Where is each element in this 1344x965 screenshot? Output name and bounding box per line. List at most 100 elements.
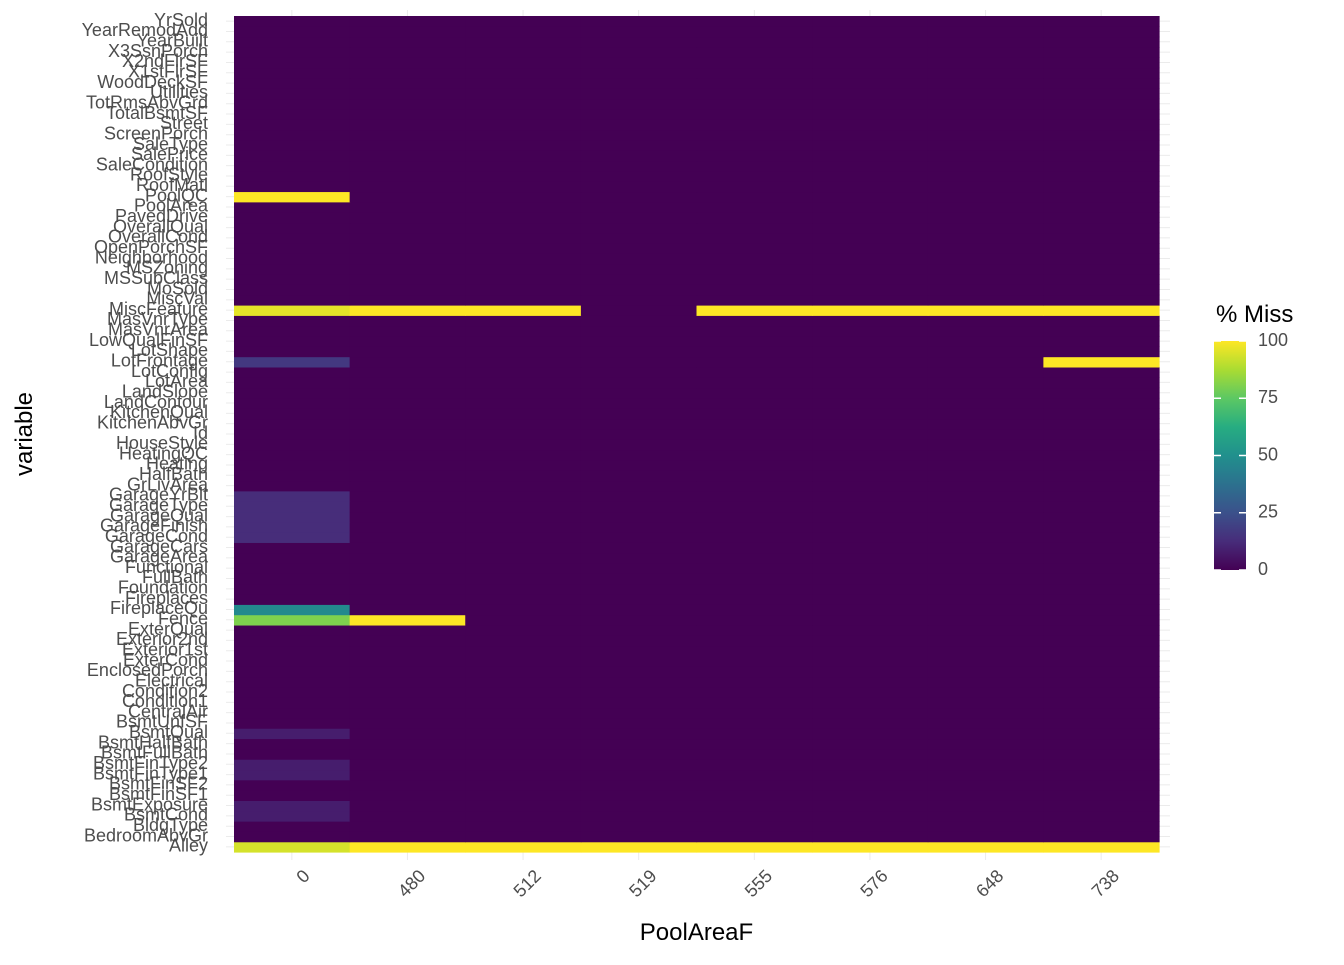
heatmap-cell: [696, 243, 813, 254]
y-tick-label: PavedDrive: [115, 206, 208, 226]
heatmap-cell: [234, 521, 351, 533]
heatmap-cell: [812, 810, 929, 822]
heatmap-cell: [465, 253, 582, 265]
y-tick-label: BsmtCond: [124, 805, 208, 825]
heatmap-cell: [696, 583, 813, 595]
heatmap-cell: [465, 335, 582, 347]
heatmap-cell: [465, 304, 582, 316]
heatmap-cell: [349, 150, 466, 162]
heatmap-cell: [1043, 139, 1160, 151]
heatmap-cell: [465, 728, 582, 740]
heatmap-cell: [349, 841, 466, 853]
heatmap-cell: [812, 490, 929, 502]
y-tick-label: SalePrice: [131, 144, 208, 164]
heatmap-cell: [696, 511, 813, 523]
heatmap-cell: [580, 563, 698, 574]
heatmap-cell: [696, 831, 813, 843]
heatmap-cell: [927, 150, 1044, 162]
heatmap-cell: [927, 459, 1044, 471]
heatmap-cell: [696, 253, 813, 265]
y-tick-label: YrSold: [154, 10, 208, 30]
heatmap-cell: [927, 366, 1044, 378]
heatmap-cell: [349, 377, 466, 389]
heatmap-cell: [1043, 418, 1160, 430]
heatmap-cell: [812, 129, 929, 141]
heatmap-cell: [696, 284, 813, 296]
x-tick-label: 0: [292, 866, 313, 887]
heatmap-cell: [927, 449, 1044, 461]
legend-tick-label: 50: [1258, 444, 1278, 464]
heatmap-cell: [580, 604, 698, 616]
heatmap-cell: [696, 119, 813, 131]
y-tick-label: MSZoning: [126, 258, 208, 278]
heatmap-cell: [349, 428, 466, 440]
y-tick-label: MasVnrType: [107, 309, 208, 329]
heatmap-cell: [349, 593, 466, 605]
heatmap-cell: [580, 470, 698, 482]
heatmap-cell: [234, 16, 351, 27]
heatmap-cell: [1043, 717, 1160, 729]
heatmap-cell: [696, 418, 813, 430]
heatmap-cell: [927, 490, 1044, 502]
heatmap-cell: [696, 841, 813, 853]
heatmap-cell: [1043, 790, 1160, 801]
heatmap-cell: [234, 717, 351, 729]
heatmap-cell: [1043, 686, 1160, 698]
heatmap-cell: [696, 821, 813, 832]
x-tick-label: 512: [510, 866, 545, 901]
heatmap-cell: [696, 532, 813, 543]
y-tick-label: PoolQC: [145, 185, 208, 205]
heatmap-cell: [812, 439, 929, 451]
heatmap-cell: [927, 98, 1044, 110]
heatmap-cell: [812, 666, 929, 678]
heatmap-cell: [812, 191, 929, 203]
heatmap-cell: [927, 335, 1044, 347]
heatmap-cell: [696, 635, 813, 647]
heatmap-cell: [465, 356, 582, 368]
heatmap-cell: [927, 573, 1044, 585]
heatmap-cell: [696, 139, 813, 151]
heatmap-cell: [927, 139, 1044, 151]
heatmap-cell: [234, 480, 351, 492]
heatmap-cell: [696, 428, 813, 440]
heatmap-cell: [1043, 707, 1160, 719]
heatmap-cell: [1043, 222, 1160, 234]
heatmap-cell: [234, 274, 351, 285]
heatmap-cell: [812, 707, 929, 719]
heatmap-cell: [696, 717, 813, 729]
heatmap-cell: [1043, 325, 1160, 337]
y-tick-label: RoofMatl: [136, 175, 208, 195]
heatmap-cell: [1043, 88, 1160, 100]
heatmap-cell: [349, 831, 466, 843]
heatmap-cell: [349, 666, 466, 678]
heatmap-cell: [349, 480, 466, 492]
heatmap-cell: [927, 717, 1044, 729]
y-tick-label: YearRemodAdd: [82, 20, 208, 40]
heatmap-cell: [580, 810, 698, 822]
heatmap-cell: [465, 408, 582, 420]
heatmap-cell: [696, 325, 813, 337]
heatmap-cell: [812, 418, 929, 430]
heatmap-cell: [349, 676, 466, 688]
heatmap-cell: [927, 274, 1044, 285]
heatmap-cell: [812, 459, 929, 471]
heatmap-cell: [1043, 831, 1160, 843]
heatmap-cell: [927, 36, 1044, 48]
heatmap-cell: [927, 356, 1044, 368]
heatmap-cell: [580, 325, 698, 337]
heatmap-cell: [696, 67, 813, 79]
heatmap-cell: [234, 26, 351, 38]
heatmap-cell: [812, 449, 929, 461]
heatmap-cell: [812, 77, 929, 89]
heatmap-cell: [927, 418, 1044, 430]
heatmap-cell: [465, 532, 582, 543]
heatmap-cell: [465, 810, 582, 822]
heatmap-cell: [1043, 77, 1160, 89]
heatmap-cell: [234, 129, 351, 141]
heatmap-cell: [465, 428, 582, 440]
heatmap-cell: [1043, 542, 1160, 554]
y-tick-label: Foundation: [118, 578, 208, 598]
heatmap-cell: [465, 645, 582, 657]
heatmap-cell: [465, 831, 582, 843]
